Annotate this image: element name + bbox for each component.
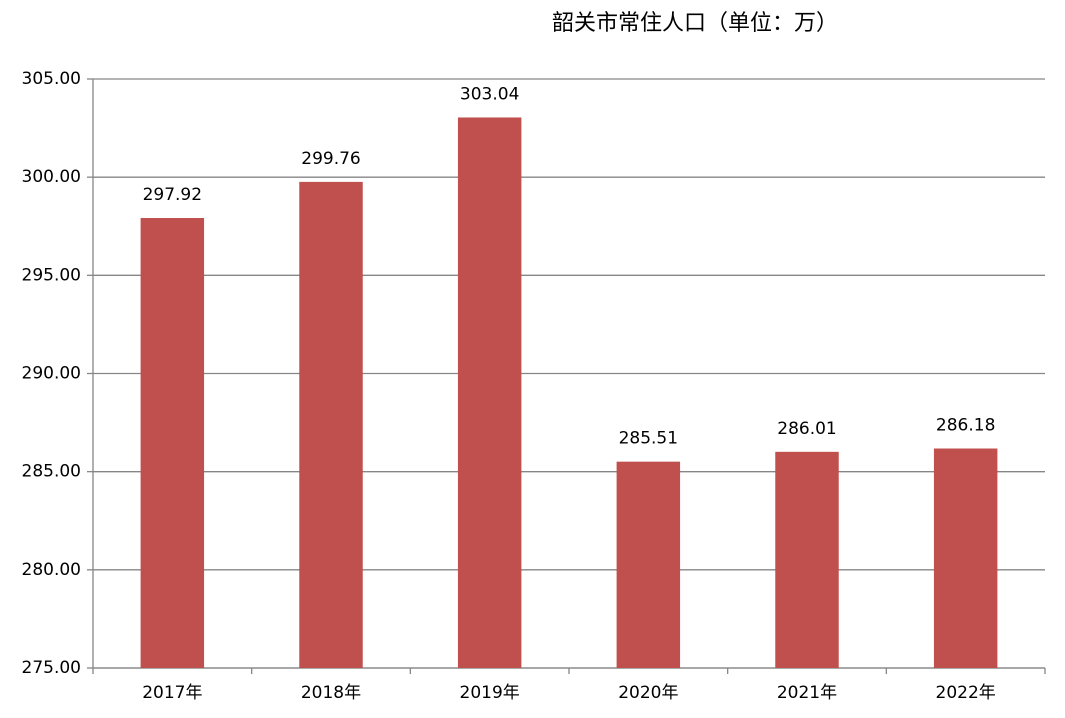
y-tick-label: 300.00 bbox=[22, 167, 81, 187]
bar bbox=[775, 451, 839, 668]
data-label: 297.92 bbox=[143, 185, 202, 205]
y-tick-label: 285.00 bbox=[22, 462, 81, 482]
data-label: 299.76 bbox=[301, 149, 360, 169]
y-tick-label: 280.00 bbox=[22, 560, 81, 580]
bar bbox=[616, 461, 681, 668]
data-label: 286.18 bbox=[936, 415, 995, 435]
bar bbox=[933, 448, 998, 668]
data-label: 303.04 bbox=[460, 84, 519, 104]
chart-title: 韶关市常住人口（单位：万） bbox=[552, 11, 838, 36]
y-tick-label: 275.00 bbox=[22, 658, 81, 678]
y-tick-label: 290.00 bbox=[22, 364, 81, 384]
y-tick-label: 305.00 bbox=[22, 69, 81, 89]
data-label: 286.01 bbox=[777, 419, 836, 439]
x-tick-label: 2019年 bbox=[460, 683, 520, 703]
y-tick-label: 295.00 bbox=[22, 265, 81, 285]
data-label: 285.51 bbox=[619, 429, 678, 449]
x-tick-label: 2018年 bbox=[301, 683, 361, 703]
x-tick-label: 2020年 bbox=[618, 683, 678, 703]
x-tick-label: 2017年 bbox=[142, 683, 202, 703]
x-tick-label: 2022年 bbox=[936, 683, 996, 703]
x-tick-label: 2021年 bbox=[777, 683, 837, 703]
bar bbox=[457, 117, 522, 669]
bar bbox=[299, 181, 363, 668]
bar bbox=[140, 218, 205, 668]
